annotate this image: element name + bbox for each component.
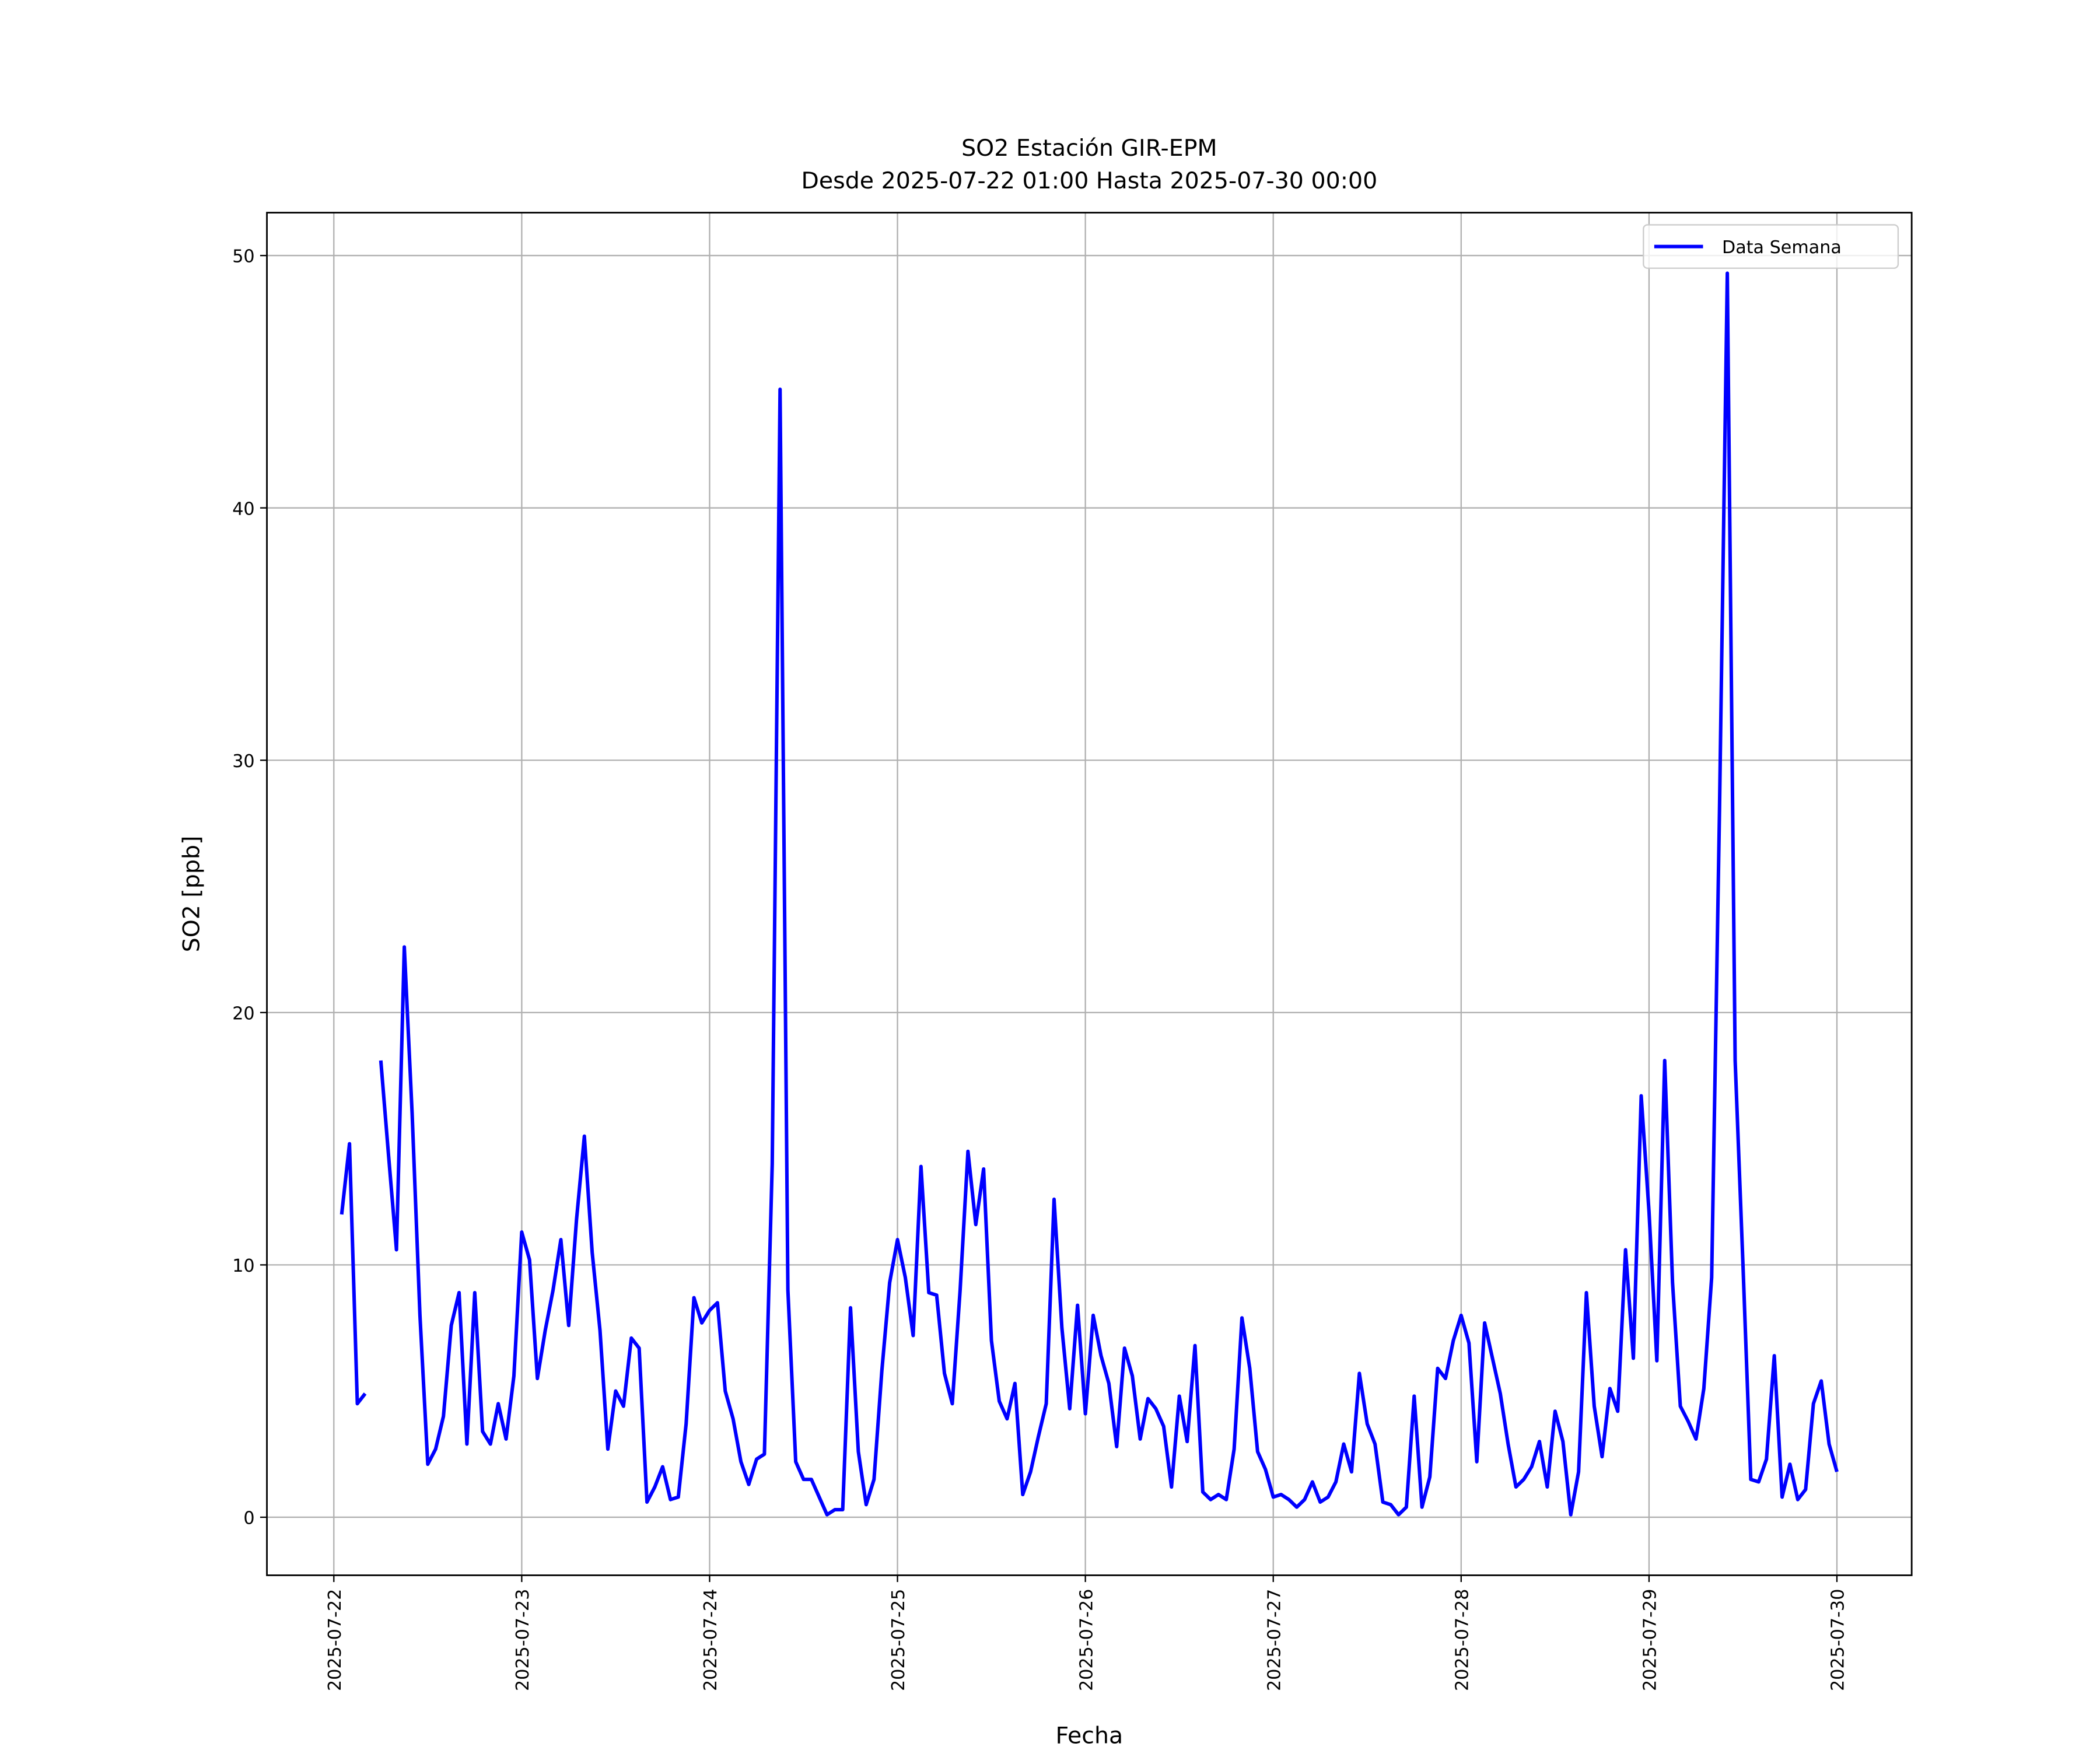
y-tick-label: 40 <box>232 499 254 519</box>
y-axis-label: SO2 [ppb] <box>178 836 205 953</box>
legend-label: Data Semana <box>1722 237 1842 258</box>
x-axis-label: Fecha <box>1055 1722 1123 1749</box>
y-tick-label: 10 <box>232 1256 254 1276</box>
legend: Data Semana <box>1643 224 1899 269</box>
data-line <box>340 271 1839 1517</box>
x-tick-label: 2025-07-22 <box>325 1589 345 1691</box>
x-tick-label: 2025-07-30 <box>1828 1589 1849 1691</box>
x-tick-label: 2025-07-24 <box>701 1589 721 1691</box>
x-tick-label: 2025-07-26 <box>1076 1589 1097 1691</box>
chart-subtitle: Desde 2025-07-22 01:00 Hasta 2025-07-30 … <box>801 167 1377 194</box>
y-tick-label: 50 <box>232 247 254 267</box>
x-tick-label: 2025-07-27 <box>1264 1589 1284 1691</box>
x-tick-label: 2025-07-29 <box>1640 1589 1661 1691</box>
y-tick-label: 20 <box>232 1003 254 1024</box>
x-tick-label: 2025-07-25 <box>888 1589 909 1691</box>
x-tick-label: 2025-07-28 <box>1452 1589 1472 1691</box>
y-tick-label: 0 <box>243 1508 254 1529</box>
x-tick-label: 2025-07-23 <box>513 1589 533 1691</box>
chart-title: SO2 Estación GIR-EPM <box>961 135 1217 162</box>
y-tick-label: 30 <box>232 751 254 772</box>
plot-frame <box>266 212 1913 1576</box>
legend-box <box>1643 224 1899 269</box>
